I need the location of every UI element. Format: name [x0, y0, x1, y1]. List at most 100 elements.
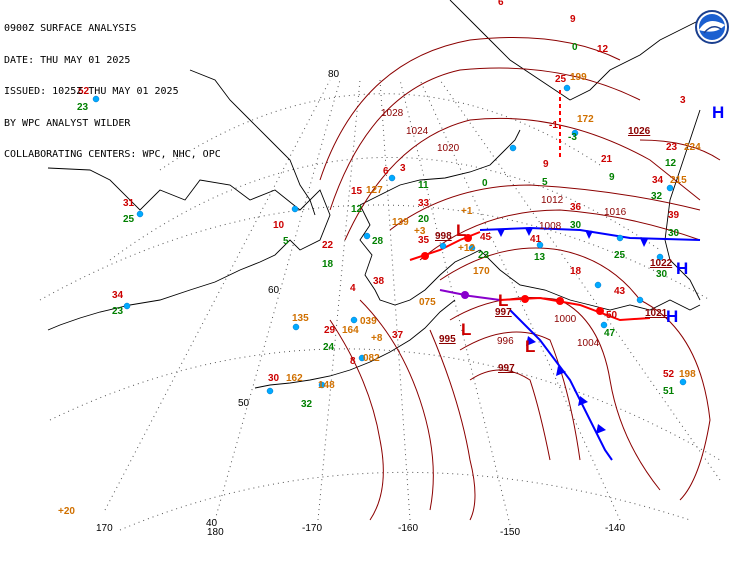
svg-text:51: 51 — [663, 386, 675, 397]
station-circles — [92, 84, 687, 395]
svg-text:-3: -3 — [568, 132, 577, 143]
svg-text:12: 12 — [351, 204, 363, 215]
svg-text:15: 15 — [351, 186, 363, 197]
meridian-180 — [214, 79, 341, 521]
svg-text:9: 9 — [570, 14, 576, 25]
svg-text:+3: +3 — [414, 226, 426, 237]
svg-text:12: 12 — [597, 44, 609, 55]
station-dewpoints: 23 25 23 5 18 12 28 20 0 5 30 25 30 24 3… — [77, 42, 680, 410]
high-pressure-2: 1022 — [650, 258, 673, 269]
isobar-label-1020: 1020 — [437, 143, 460, 154]
svg-text:23: 23 — [478, 250, 490, 261]
svg-text:52: 52 — [663, 369, 675, 380]
svg-text:38: 38 — [373, 276, 385, 287]
header-date: DATE: THU MAY 01 2025 — [4, 54, 131, 66]
low-pressure-1: 998 — [435, 231, 452, 242]
coastlines — [47, 0, 701, 389]
svg-text:127: 127 — [366, 185, 383, 196]
lon-label-m150: -150 — [500, 527, 520, 538]
svg-text:9: 9 — [609, 172, 615, 183]
header-title: 0900Z SURFACE ANALYSIS — [4, 23, 137, 34]
low-symbol-2: L — [498, 291, 508, 310]
isobar-1008b — [429, 329, 476, 521]
svg-text:33: 33 — [418, 198, 430, 209]
meridian-m160 — [379, 79, 411, 521]
svg-text:139: 139 — [392, 217, 409, 228]
svg-text:25: 25 — [123, 214, 135, 225]
low-pressure-3: 995 — [439, 334, 456, 345]
svg-text:215: 215 — [670, 175, 687, 186]
meridian-m140 — [419, 79, 621, 521]
canada-arctic-islands — [449, 0, 701, 101]
isobar-label-1008: 1008 — [539, 221, 562, 232]
grid-labels: 80 60 50 40 170 180 -170 -160 -150 -140 — [96, 69, 625, 538]
front-pips — [421, 228, 648, 434]
meridian-m130 — [439, 79, 721, 481]
low-symbol-3: L — [461, 320, 471, 339]
svg-text:34: 34 — [112, 290, 124, 301]
header-centers: COLLABORATING CENTERS: WPC, NHC, OPC — [4, 149, 221, 160]
occluded-front — [439, 289, 501, 301]
svg-text:224: 224 — [684, 142, 701, 153]
svg-text:21: 21 — [601, 154, 613, 165]
svg-text:32: 32 — [301, 399, 313, 410]
cold-front-main — [479, 226, 701, 241]
svg-text:+8: +8 — [371, 333, 383, 344]
lat-label-50: 50 — [238, 398, 250, 409]
svg-text:0: 0 — [572, 42, 578, 53]
svg-text:5: 5 — [283, 236, 289, 247]
alaska-north-coast — [359, 129, 521, 206]
svg-text:43: 43 — [614, 286, 626, 297]
lat-label-80: 80 — [328, 69, 340, 80]
lat-label-40: 40 — [206, 518, 218, 529]
svg-text:0: 0 — [482, 178, 488, 189]
svg-text:41: 41 — [530, 234, 542, 245]
lon-label-m140: -140 — [605, 523, 625, 534]
station-pressures: 127 139 135 164 039 162 148 082 075 170 … — [58, 72, 701, 517]
svg-text:8: 8 — [350, 356, 356, 367]
svg-text:148: 148 — [318, 380, 335, 391]
svg-text:075: 075 — [419, 297, 436, 308]
svg-text:39: 39 — [668, 210, 680, 221]
svg-text:34: 34 — [652, 175, 664, 186]
lat-circle-50 — [49, 348, 721, 461]
pressure-centers: H 1026 H 1022 H 1021 L 998 L 997 L 995 L… — [435, 103, 724, 374]
svg-text:162: 162 — [286, 373, 303, 384]
isobar-1020b — [359, 299, 434, 511]
svg-text:50: 50 — [606, 310, 618, 321]
svg-text:31: 31 — [123, 198, 135, 209]
chukotka-coast — [189, 69, 316, 216]
canada-coast — [664, 109, 701, 301]
meridian-170 — [104, 79, 331, 511]
svg-text:198: 198 — [679, 369, 696, 380]
svg-text:170: 170 — [473, 266, 490, 277]
svg-text:37: 37 — [392, 330, 404, 341]
svg-text:32: 32 — [651, 191, 663, 202]
isobars — [319, 37, 721, 521]
isobar-label-1000: 1000 — [554, 314, 577, 325]
low-symbol-1: L — [456, 221, 466, 240]
svg-text:13: 13 — [534, 252, 546, 263]
svg-text:30: 30 — [570, 220, 582, 231]
svg-text:11: 11 — [418, 180, 429, 191]
low-pressure-2: 997 — [495, 307, 512, 318]
svg-text:082: 082 — [363, 353, 380, 364]
isobar-1024 — [329, 67, 641, 211]
low-symbol-4: L — [525, 337, 535, 356]
svg-text:-1: -1 — [549, 120, 558, 131]
lon-label-180: 180 — [207, 527, 224, 538]
svg-text:35: 35 — [418, 235, 430, 246]
svg-text:3: 3 — [680, 95, 686, 106]
svg-text:172: 172 — [577, 114, 594, 125]
svg-text:199: 199 — [570, 72, 587, 83]
isobar-1012 — [419, 209, 701, 261]
svg-text:12: 12 — [665, 158, 677, 169]
station-temps: 52 31 34 10 22 15 6 3 33 35 45 41 9 36 2… — [78, 0, 686, 384]
svg-text:20: 20 — [418, 214, 430, 225]
noaa-logo — [695, 10, 729, 44]
svg-text:25: 25 — [555, 74, 567, 85]
isobar-east — [639, 139, 721, 161]
svg-text:4: 4 — [350, 283, 356, 294]
lat-circle-40 — [119, 471, 691, 531]
